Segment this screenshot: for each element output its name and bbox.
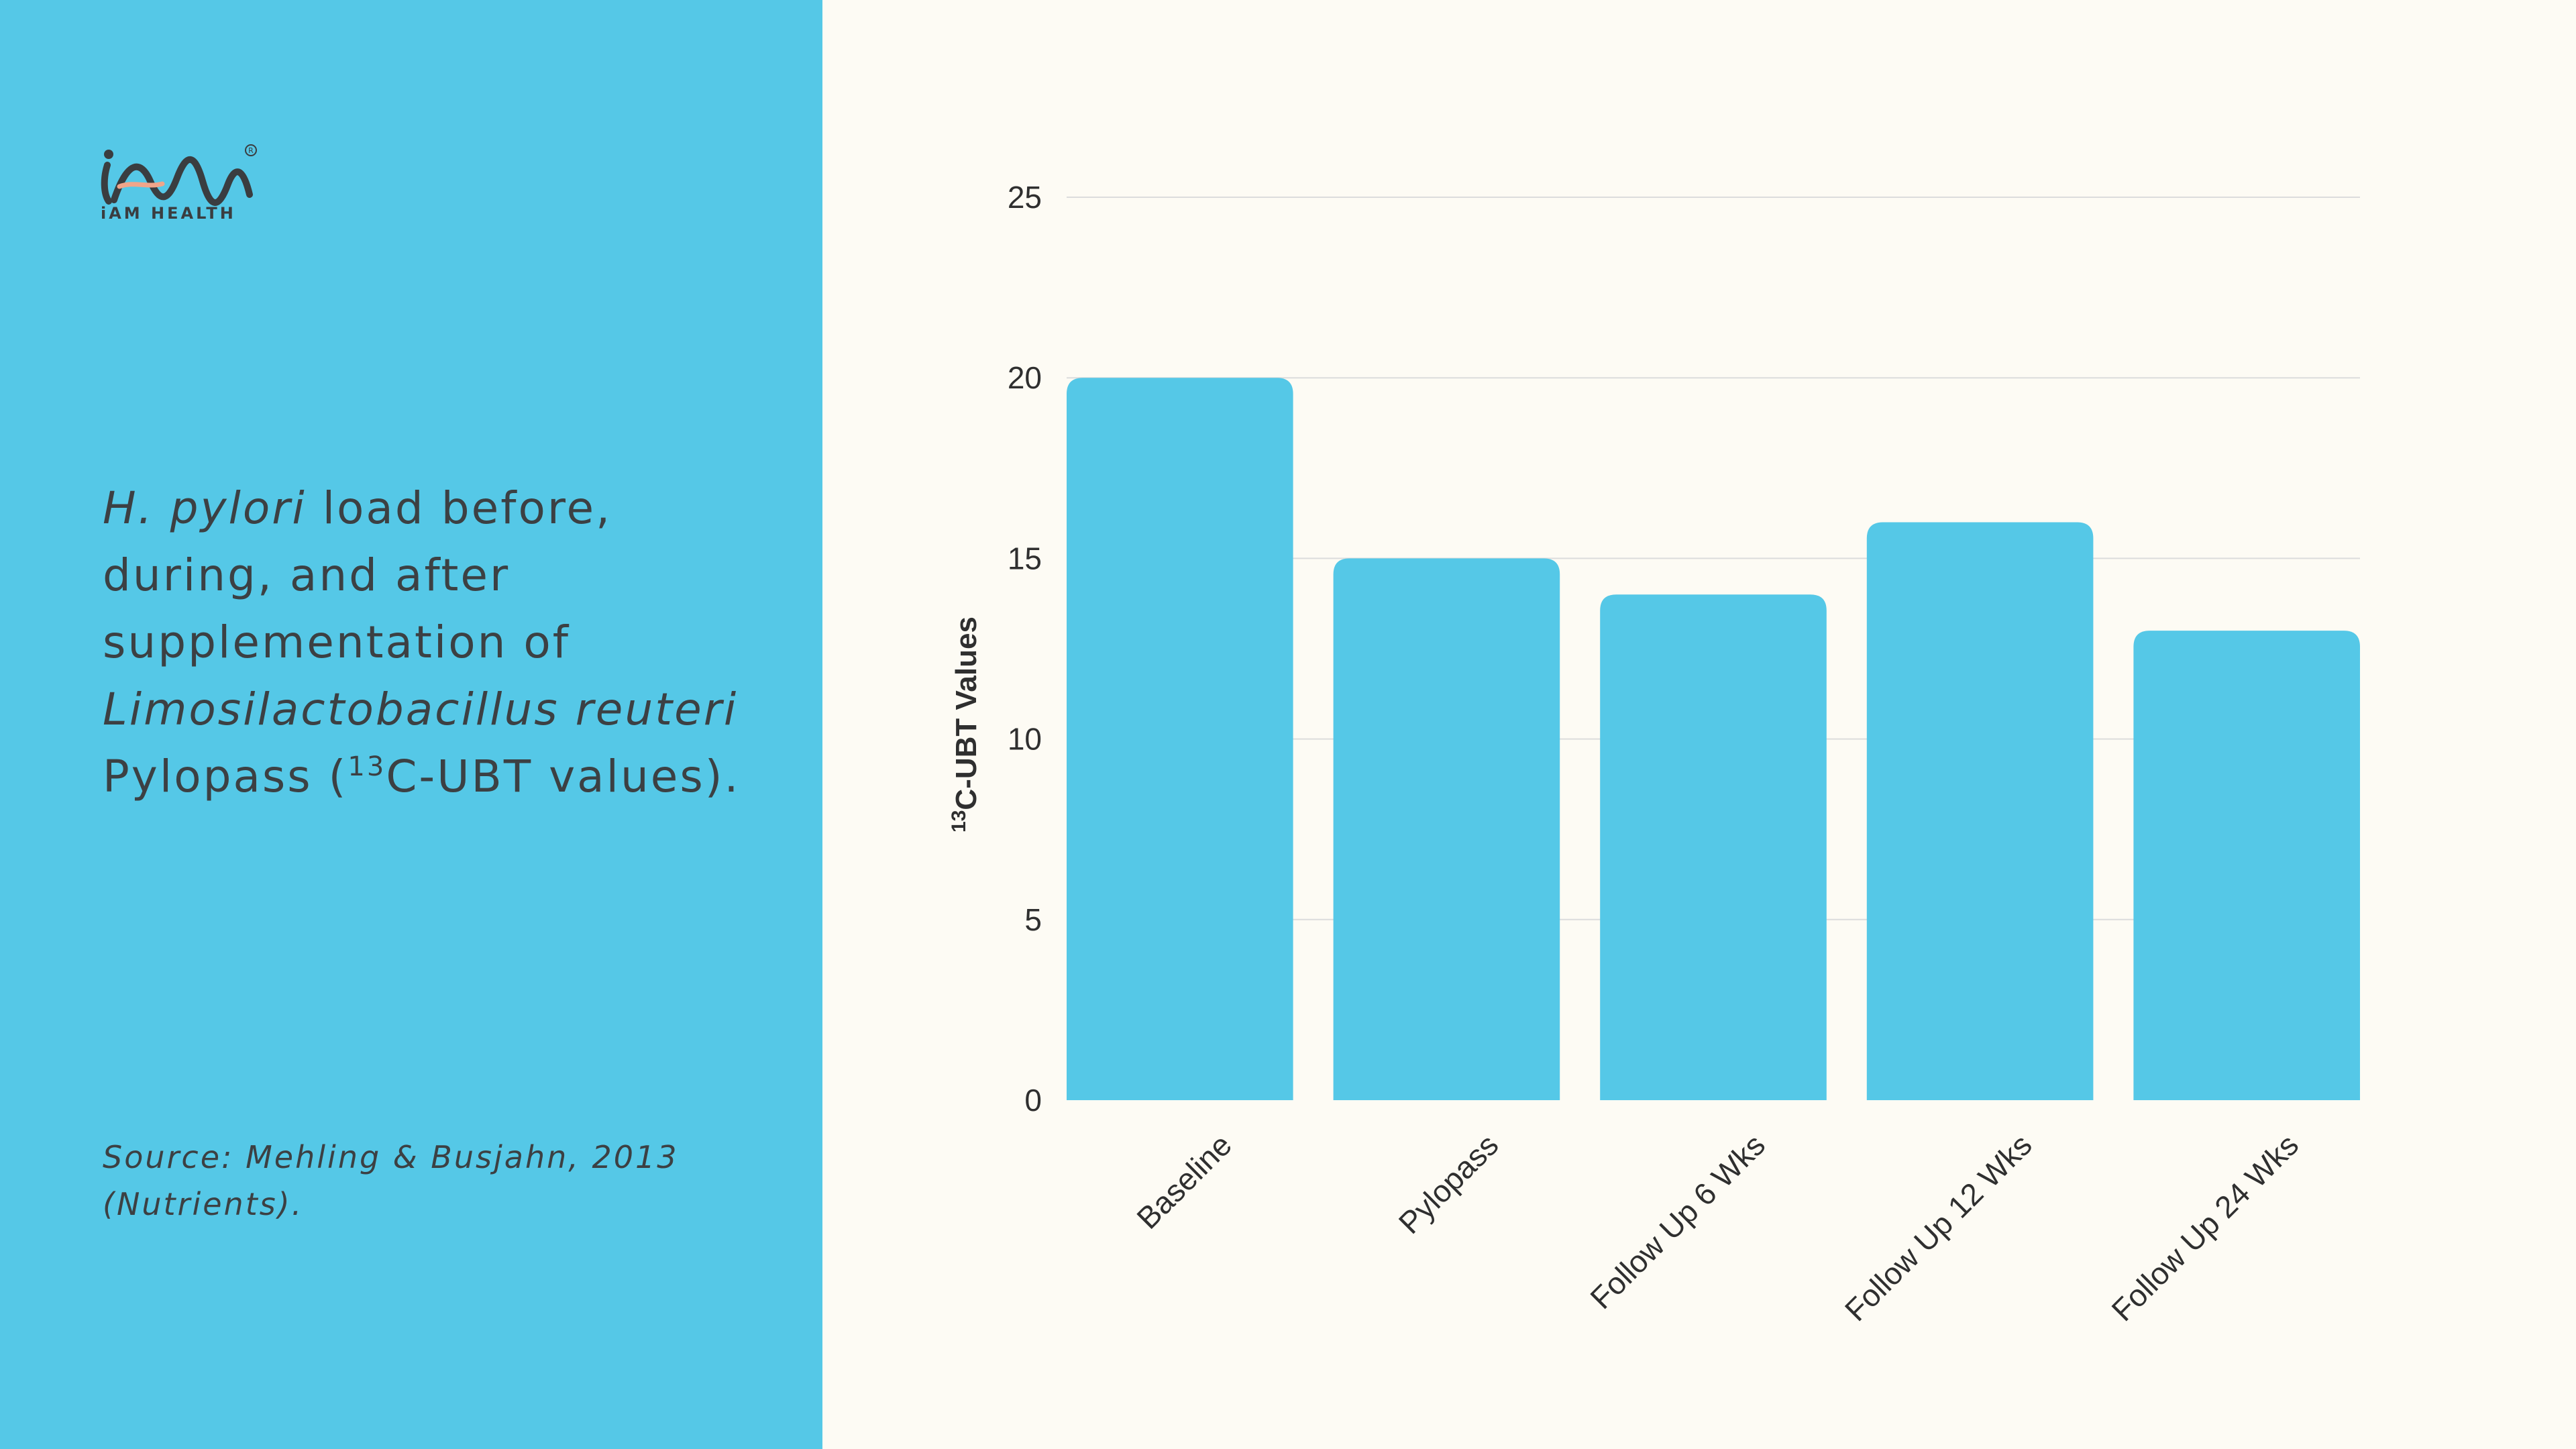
iam-logo-icon: R [101, 144, 257, 206]
y-axis-label-superscript: 13 [948, 810, 970, 833]
y-tick-label: 5 [1024, 902, 1042, 937]
brand-name: iAM HEALTH [101, 204, 236, 223]
x-axis-labels: Baseline Pylopass Follow Up 6 Wks Follow Up… [1130, 1127, 2305, 1328]
y-axis-ticks: 0 5 10 15 20 25 [1008, 180, 1042, 1118]
bar-follow-up-6-wks [1600, 594, 1827, 1100]
bar-pylopass [1333, 558, 1560, 1100]
bar-follow-up-24-wks [2133, 631, 2360, 1100]
svg-text:R: R [248, 146, 254, 155]
y-axis-label-text: C-UBT Values [950, 616, 983, 810]
chart-caption: H. pylori load before, during, and after… [103, 475, 773, 810]
caption-text-2: Pylopass ( [103, 751, 348, 802]
y-tick-label: 15 [1008, 541, 1042, 576]
y-tick-label: 10 [1008, 722, 1042, 757]
x-tick-label: Follow Up 24 Wks [2104, 1127, 2305, 1328]
x-tick-label: Follow Up 12 Wks [1838, 1127, 2039, 1328]
caption-superscript: 13 [347, 751, 386, 782]
y-axis-label: 13C-UBT Values [948, 616, 983, 833]
bar-follow-up-12-wks [1866, 522, 2094, 1100]
x-tick-label: Follow Up 6 Wks [1583, 1127, 1772, 1316]
caption-italic-species: Limosilactobacillus reuteri [103, 684, 739, 735]
x-tick-label: Pylopass [1392, 1127, 1505, 1240]
y-tick-label: 0 [1024, 1083, 1042, 1118]
y-tick-label: 20 [1008, 360, 1042, 395]
sidebar-panel: R iAM HEALTH H. pylori load before, duri… [0, 0, 822, 1449]
caption-text-1: load before, during, and after supplemen… [103, 482, 612, 668]
caption-italic-pathogen: H. pylori [103, 482, 307, 534]
caption-text-3: C-UBT values). [386, 751, 741, 802]
bar-baseline [1067, 378, 1293, 1101]
bars [1067, 378, 2360, 1101]
x-tick-label: Baseline [1130, 1127, 1238, 1236]
source-citation: Source: Mehling & Busjahn, 2013 (Nutrien… [103, 1139, 679, 1222]
y-tick-label: 25 [1008, 180, 1042, 215]
